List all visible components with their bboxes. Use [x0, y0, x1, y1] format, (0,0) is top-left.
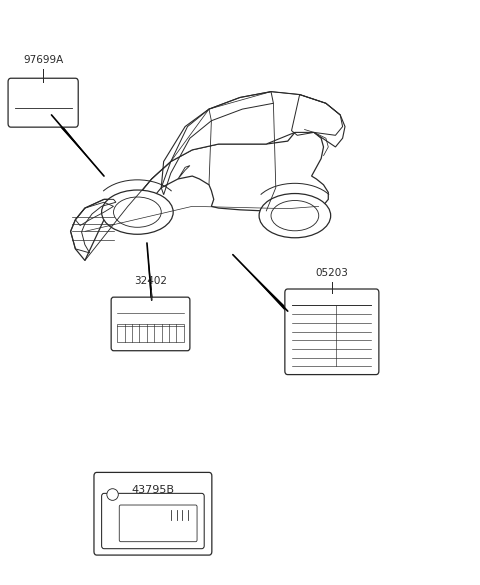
Ellipse shape [102, 190, 173, 234]
FancyBboxPatch shape [285, 289, 379, 374]
Text: 05203: 05203 [315, 268, 348, 278]
FancyBboxPatch shape [111, 297, 190, 351]
Bar [117, 324, 184, 342]
Text: 32402: 32402 [134, 276, 167, 286]
FancyBboxPatch shape [102, 493, 204, 549]
Polygon shape [233, 254, 289, 312]
Polygon shape [147, 243, 153, 300]
FancyBboxPatch shape [94, 473, 212, 555]
Text: 97699A: 97699A [23, 56, 63, 66]
FancyBboxPatch shape [8, 78, 78, 127]
Polygon shape [50, 113, 104, 176]
Ellipse shape [107, 488, 118, 500]
Ellipse shape [259, 194, 331, 238]
Text: 43795B: 43795B [132, 485, 174, 495]
Polygon shape [128, 92, 345, 207]
